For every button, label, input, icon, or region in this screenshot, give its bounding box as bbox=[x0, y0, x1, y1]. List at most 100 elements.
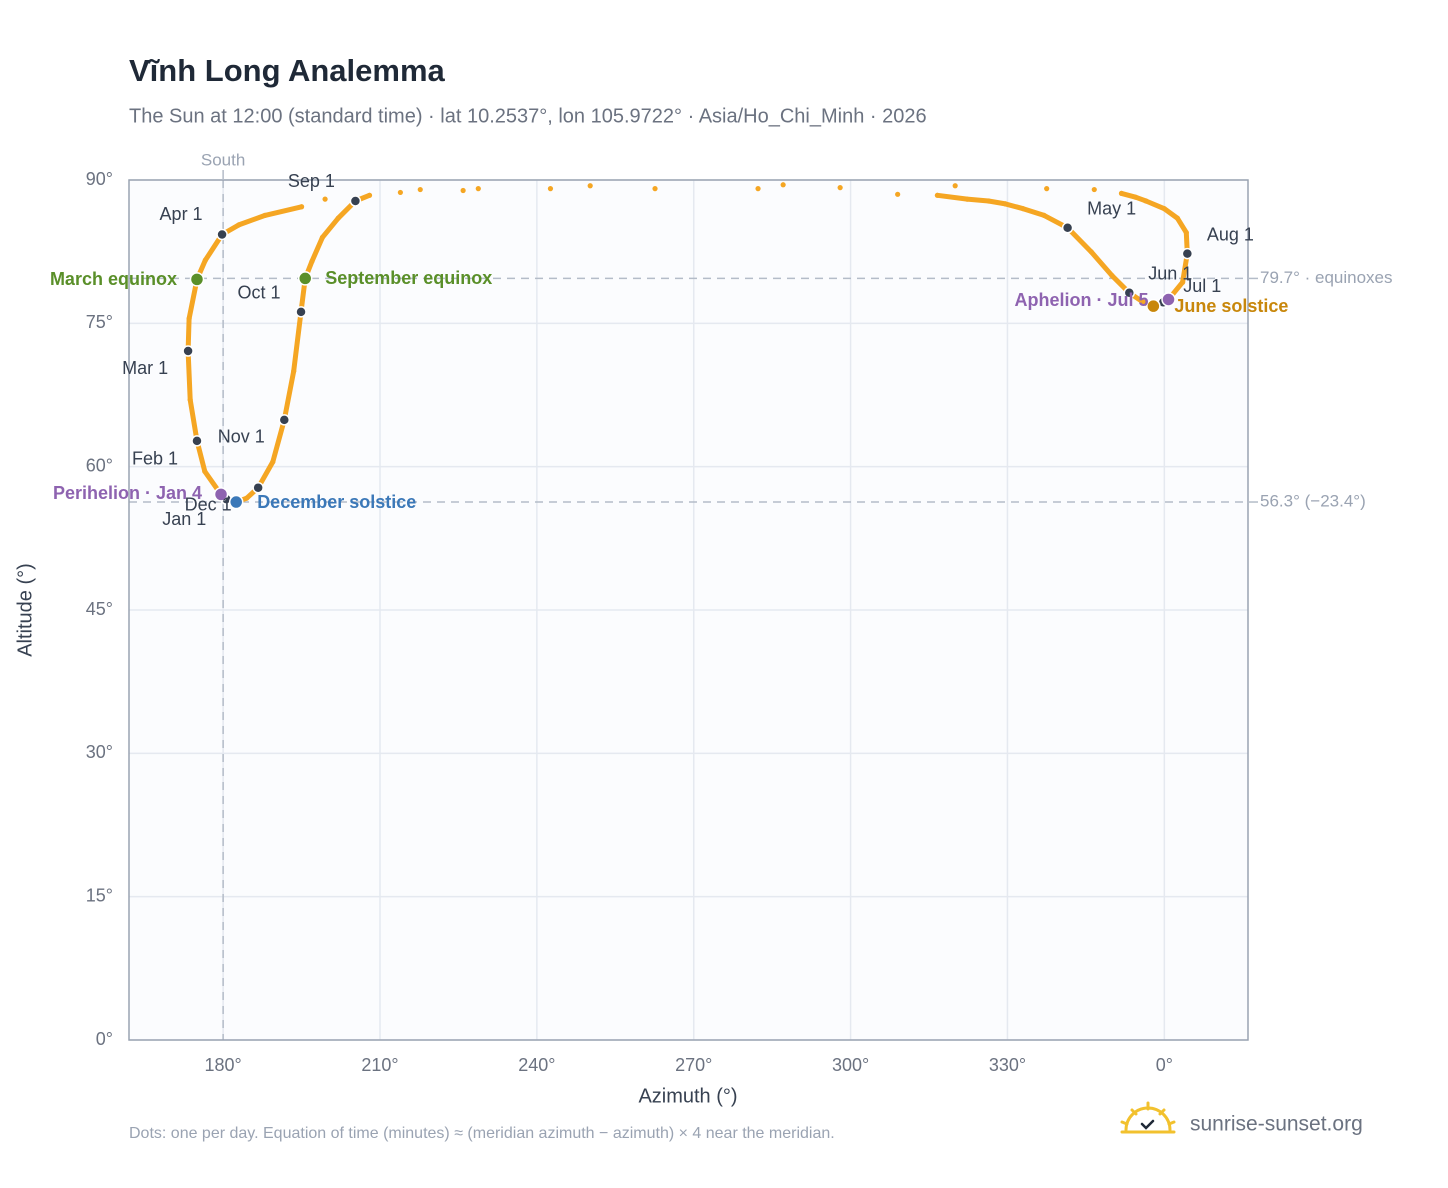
day-dot bbox=[652, 186, 658, 192]
day-dot bbox=[1044, 186, 1050, 192]
day-dot bbox=[1109, 272, 1115, 279]
month-marker bbox=[191, 435, 203, 447]
x-tick-label: 330° bbox=[989, 1055, 1026, 1075]
x-tick-label: 210° bbox=[361, 1055, 398, 1075]
day-dot bbox=[952, 183, 958, 189]
day-dot bbox=[187, 397, 193, 403]
day-dot bbox=[587, 183, 593, 189]
day-dot bbox=[547, 186, 554, 192]
day-dot bbox=[1118, 190, 1125, 196]
day-dot bbox=[1020, 206, 1026, 212]
day-dot bbox=[1091, 186, 1097, 193]
day-dot bbox=[1132, 194, 1139, 200]
day-dot bbox=[298, 204, 305, 210]
day-dot bbox=[460, 187, 466, 194]
x-axis-label: Azimuth (°) bbox=[638, 1085, 737, 1107]
day-dot bbox=[186, 315, 192, 322]
plot-layer bbox=[129, 179, 1248, 1041]
month-label: May 1 bbox=[1087, 199, 1136, 219]
day-dot bbox=[934, 192, 940, 198]
y-tick-label: 90° bbox=[86, 169, 113, 189]
y-tick-label: 0° bbox=[96, 1029, 113, 1049]
y-tick-label: 45° bbox=[86, 599, 113, 619]
day-dot bbox=[837, 185, 843, 191]
event-marker bbox=[189, 272, 205, 287]
event-label: March equinox bbox=[50, 269, 177, 289]
day-dot bbox=[202, 468, 208, 475]
month-label: Jan 1 bbox=[162, 509, 206, 529]
event-marker bbox=[213, 487, 229, 502]
event-marker bbox=[1146, 298, 1161, 314]
month-marker bbox=[1123, 287, 1136, 299]
month-label: Nov 1 bbox=[218, 427, 265, 447]
meridian-label: South bbox=[201, 150, 245, 169]
month-marker bbox=[216, 228, 228, 241]
month-marker bbox=[1181, 247, 1194, 260]
day-dot bbox=[335, 215, 341, 221]
day-dot bbox=[755, 186, 761, 192]
day-dot bbox=[262, 212, 268, 218]
y-tick-label: 75° bbox=[86, 312, 113, 332]
month-marker bbox=[252, 481, 264, 494]
day-dot bbox=[1088, 249, 1094, 255]
x-tick-label: 270° bbox=[675, 1055, 712, 1075]
reference-label: 79.7° · equinoxes bbox=[1260, 268, 1393, 287]
y-axis-label: Altitude (°) bbox=[14, 563, 36, 657]
day-dot bbox=[1180, 279, 1186, 285]
month-label: Oct 1 bbox=[238, 283, 281, 303]
event-label: September equinox bbox=[325, 268, 492, 288]
month-marker bbox=[1061, 222, 1074, 234]
month-label: Apr 1 bbox=[160, 204, 203, 224]
day-dot bbox=[309, 258, 315, 264]
day-dot bbox=[319, 234, 326, 240]
event-marker bbox=[1161, 292, 1176, 307]
x-tick-label: 240° bbox=[518, 1055, 555, 1075]
x-tick-label: 0° bbox=[1156, 1055, 1173, 1075]
x-tick-label: 300° bbox=[832, 1055, 869, 1075]
y-tick-label: 60° bbox=[86, 455, 113, 475]
day-dot bbox=[1002, 201, 1008, 207]
event-marker bbox=[297, 271, 313, 286]
day-dot bbox=[236, 222, 242, 228]
month-label: Dec 1 bbox=[185, 494, 232, 514]
plot-frame bbox=[128, 179, 1249, 1041]
day-dot bbox=[366, 192, 373, 198]
day-dot bbox=[1174, 215, 1181, 221]
day-dot bbox=[780, 182, 786, 188]
day-dot bbox=[986, 198, 992, 204]
day-dot bbox=[322, 196, 328, 202]
month-label: Aug 1 bbox=[1207, 224, 1254, 244]
chart-subtitle: The Sun at 12:00 (standard time) · lat 1… bbox=[129, 105, 927, 127]
month-label: Jul 1 bbox=[1183, 276, 1221, 296]
event-marker bbox=[228, 494, 244, 510]
event-label: December solstice bbox=[257, 492, 416, 512]
footnote: Dots: one per day. Equation of time (min… bbox=[129, 1125, 835, 1142]
day-dot bbox=[417, 186, 423, 193]
event-label: Aphelion · Jul 5 bbox=[1015, 290, 1149, 310]
day-dot bbox=[202, 257, 208, 263]
y-tick-label: 30° bbox=[86, 742, 113, 762]
reference-label: 56.3° (−23.4°) bbox=[1260, 492, 1366, 511]
day-dot bbox=[475, 186, 481, 192]
day-dot bbox=[895, 191, 901, 197]
event-label: Perihelion · Jan 4 bbox=[53, 483, 202, 503]
day-dot bbox=[1161, 206, 1167, 212]
day-dot bbox=[270, 459, 276, 465]
day-dot bbox=[1183, 229, 1189, 236]
month-label: Sep 1 bbox=[288, 171, 335, 191]
month-marker bbox=[295, 306, 307, 318]
month-marker bbox=[182, 345, 194, 357]
day-dot bbox=[1140, 299, 1147, 305]
month-label: Jun 1 bbox=[1148, 264, 1192, 284]
day-dot bbox=[397, 189, 403, 196]
day-dot bbox=[291, 368, 297, 374]
chart-title: Vĩnh Long Analemma bbox=[129, 53, 446, 88]
event-label: June solstice bbox=[1174, 296, 1288, 316]
day-dot bbox=[1143, 198, 1149, 204]
y-tick-label: 15° bbox=[86, 885, 113, 905]
month-marker bbox=[278, 414, 291, 426]
x-tick-label: 180° bbox=[205, 1055, 242, 1075]
brand: sunrise-sunset.org bbox=[1190, 1113, 1363, 1136]
month-label: Mar 1 bbox=[122, 358, 168, 378]
